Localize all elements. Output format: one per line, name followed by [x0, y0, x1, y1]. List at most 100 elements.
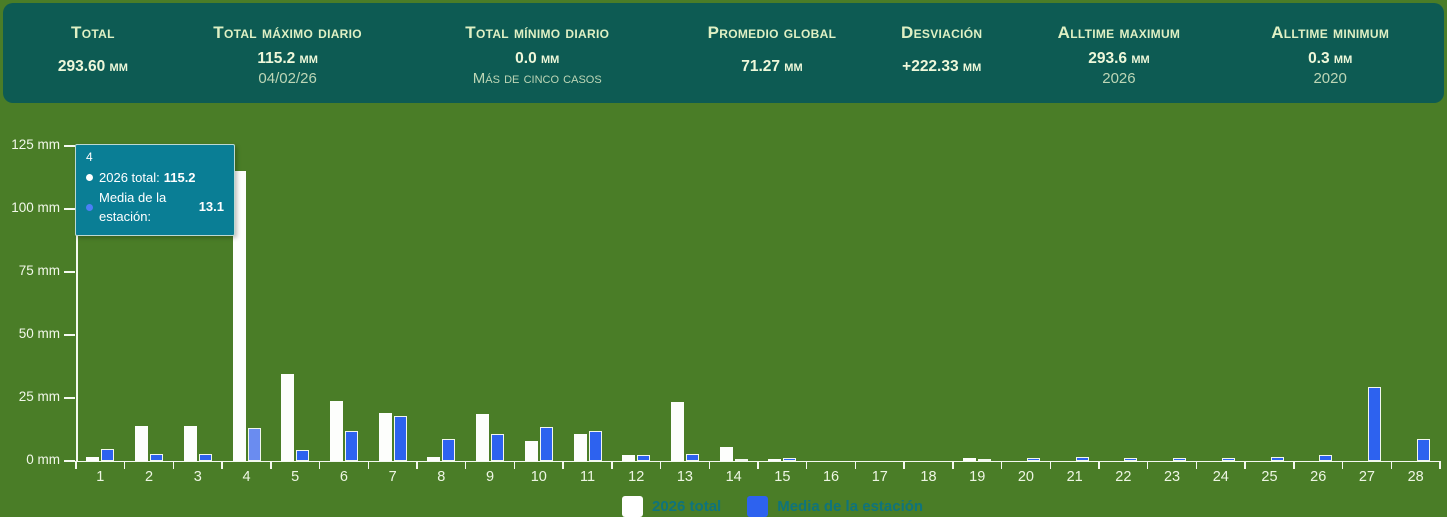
x-axis-category-label: 22: [1115, 469, 1132, 485]
bar-media-estacion[interactable]: [685, 453, 699, 461]
bar-2026-total[interactable]: [281, 374, 295, 461]
x-axis-category-label: 6: [339, 469, 348, 485]
tooltip-row-label: Media de la estación:: [99, 189, 167, 225]
bar-media-estacion[interactable]: [1124, 458, 1138, 461]
bar-media-estacion[interactable]: [442, 439, 456, 461]
series-dot-blue-icon: [86, 203, 93, 211]
bar-media-estacion[interactable]: [783, 458, 797, 461]
stat-label: Total máximo diario: [213, 23, 362, 42]
bar-media-estacion[interactable]: [1416, 439, 1430, 461]
bar-2026-total[interactable]: [963, 458, 977, 461]
stat-total-maximo-diario: Total máximo diario 115.2 mm 04/02/26: [183, 3, 393, 103]
bar-2026-total[interactable]: [670, 401, 684, 461]
x-axis-tick: [367, 461, 370, 469]
x-axis-category-label: 18: [920, 469, 937, 485]
x-axis-category-label: 13: [676, 469, 693, 485]
y-axis-tick: [64, 460, 75, 462]
bar-media-estacion[interactable]: [344, 431, 358, 461]
y-axis-tick-label: 125 mm: [11, 137, 60, 152]
tooltip-row: Media de la estación: 13.1: [86, 188, 224, 227]
bar-2026-total[interactable]: [378, 413, 392, 461]
x-axis-tick: [270, 461, 272, 469]
stat-value: 0.0 mm: [515, 49, 560, 67]
bar-2026-total[interactable]: [768, 459, 782, 461]
stat-desviacion: Desviación +222.33 mm: [862, 3, 1022, 103]
x-axis-category-label: 8: [437, 469, 446, 485]
x-axis-category-label: 15: [774, 469, 791, 485]
stat-value: 71.27 mm: [741, 58, 803, 75]
x-axis-category-label: 27: [1358, 469, 1375, 485]
series-dot-white-icon: [86, 174, 93, 182]
x-axis-tick: [464, 461, 467, 469]
x-axis-tick: [123, 461, 126, 469]
stat-sub: Más de cinco casos: [472, 69, 602, 87]
bar-2026-total[interactable]: [719, 446, 733, 461]
bar-media-estacion[interactable]: [1075, 457, 1089, 461]
bar-media-estacion[interactable]: [1221, 457, 1235, 461]
bar-2026-total[interactable]: [232, 170, 246, 461]
chart-tooltip: 4 2026 total: 115.2 Media de la estación…: [75, 144, 235, 236]
bar-media-estacion[interactable]: [539, 426, 553, 461]
x-axis-tick: [513, 461, 516, 469]
bar-media-estacion[interactable]: [588, 430, 602, 461]
x-axis-category-label: 23: [1163, 469, 1181, 485]
bar-media-estacion[interactable]: [1367, 386, 1381, 461]
y-axis-tick-label: 50 mm: [18, 326, 60, 341]
bar-media-estacion[interactable]: [247, 427, 261, 461]
x-axis-tick: [854, 461, 857, 469]
tooltip-title: 4: [86, 150, 93, 164]
stat-value: 293.6 mm: [1088, 49, 1150, 67]
x-axis-category-label: 16: [822, 469, 840, 485]
bar-2026-total[interactable]: [86, 457, 100, 461]
stat-alltime-maximum: Alltime maximum 293.6 mm 2026: [1022, 3, 1217, 103]
bar-media-estacion[interactable]: [198, 454, 212, 461]
x-axis-tick: [562, 461, 564, 469]
bar-media-estacion[interactable]: [1026, 458, 1040, 461]
x-axis-tick: [1293, 461, 1295, 469]
x-axis-tick: [805, 461, 808, 469]
bar-media-estacion[interactable]: [1173, 458, 1187, 461]
x-axis-category-label: 5: [291, 469, 300, 485]
x-axis-tick: [172, 461, 175, 469]
stat-alltime-minimum: Alltime minimum 0.3 mm 2020: [1216, 3, 1444, 103]
bar-media-estacion[interactable]: [296, 449, 310, 461]
bar-2026-total[interactable]: [524, 440, 538, 461]
bar-media-estacion[interactable]: [734, 458, 748, 461]
x-axis-category-label: 10: [530, 469, 547, 485]
y-axis-tick: [64, 145, 75, 147]
bar-media-estacion[interactable]: [491, 433, 505, 461]
x-axis-category-label: 4: [242, 469, 251, 485]
bar-2026-total[interactable]: [622, 454, 636, 461]
bar-media-estacion[interactable]: [637, 455, 651, 461]
x-axis-tick: [1195, 461, 1198, 469]
bar-media-estacion[interactable]: [150, 454, 164, 461]
legend-item-media-estacion[interactable]: Media de la estación: [747, 496, 923, 517]
legend-item-2026-total[interactable]: 2026 total: [622, 496, 721, 517]
bar-media-estacion[interactable]: [101, 449, 115, 461]
y-axis-tick: [64, 271, 75, 273]
y-axis-tick-label: 25 mm: [18, 389, 60, 404]
stat-value: +222.33 mm: [902, 58, 982, 75]
bar-2026-total[interactable]: [329, 400, 343, 461]
x-axis-tick: [708, 461, 711, 469]
bar-2026-total[interactable]: [183, 426, 197, 461]
stat-value: 115.2 mm: [257, 49, 318, 67]
rainfall-bar-chart: 0 mm 25 mm 50 mm 75 mm 100 mm 125 mm 1 2 3 4 5 6 7 8 9…: [0, 103, 1447, 517]
x-axis-category-label: 14: [725, 469, 742, 485]
stat-label: Desviación: [901, 23, 983, 42]
x-axis-category-label: 28: [1407, 469, 1424, 485]
bar-2026-total[interactable]: [573, 434, 587, 461]
bar-media-estacion[interactable]: [393, 415, 407, 461]
bar-2026-total[interactable]: [135, 426, 149, 461]
bar-2026-total[interactable]: [476, 413, 490, 461]
x-axis-tick: [75, 461, 77, 469]
bar-media-estacion[interactable]: [1319, 454, 1333, 461]
y-axis-tick: [64, 397, 75, 399]
bar-media-estacion[interactable]: [978, 459, 992, 461]
x-axis-tick: [1098, 461, 1100, 469]
bar-2026-total[interactable]: [427, 456, 441, 461]
x-axis-tick: [1439, 461, 1441, 469]
x-axis-tick: [1146, 461, 1149, 469]
bar-media-estacion[interactable]: [1270, 457, 1284, 461]
x-axis-tick: [659, 461, 662, 469]
